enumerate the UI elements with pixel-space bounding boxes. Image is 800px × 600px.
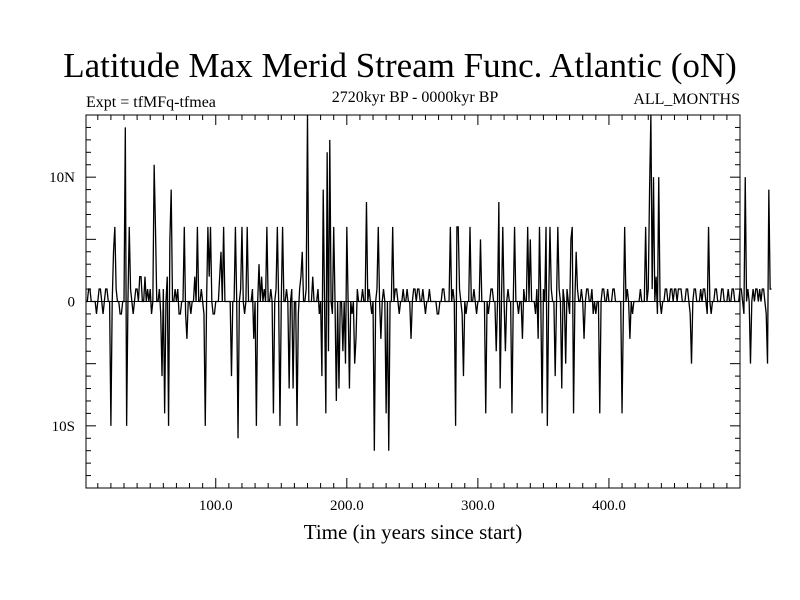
plot-frame	[85, 114, 741, 489]
x-tick-label: 300.0	[461, 498, 495, 514]
y-tick-label: 10S	[52, 419, 75, 435]
experiment-label: Expt = tfMFq-tfmea	[86, 94, 216, 111]
chart-title: Latitude Max Merid Stream Func. Atlantic…	[63, 46, 737, 85]
months-label: ALL_MONTHS	[633, 91, 740, 108]
y-tick-label: 10N	[49, 170, 75, 186]
y-tick-label: 0	[68, 295, 76, 311]
x-axis-label: Time (in years since start)	[303, 520, 523, 544]
x-tick-label: 200.0	[330, 498, 364, 514]
series-line-1	[86, 114, 772, 451]
x-tick-label: 400.0	[592, 498, 626, 514]
x-tick-label: 100.0	[199, 498, 233, 514]
time-period-label: 2720kyr BP - 0000kyr BP	[331, 89, 499, 106]
